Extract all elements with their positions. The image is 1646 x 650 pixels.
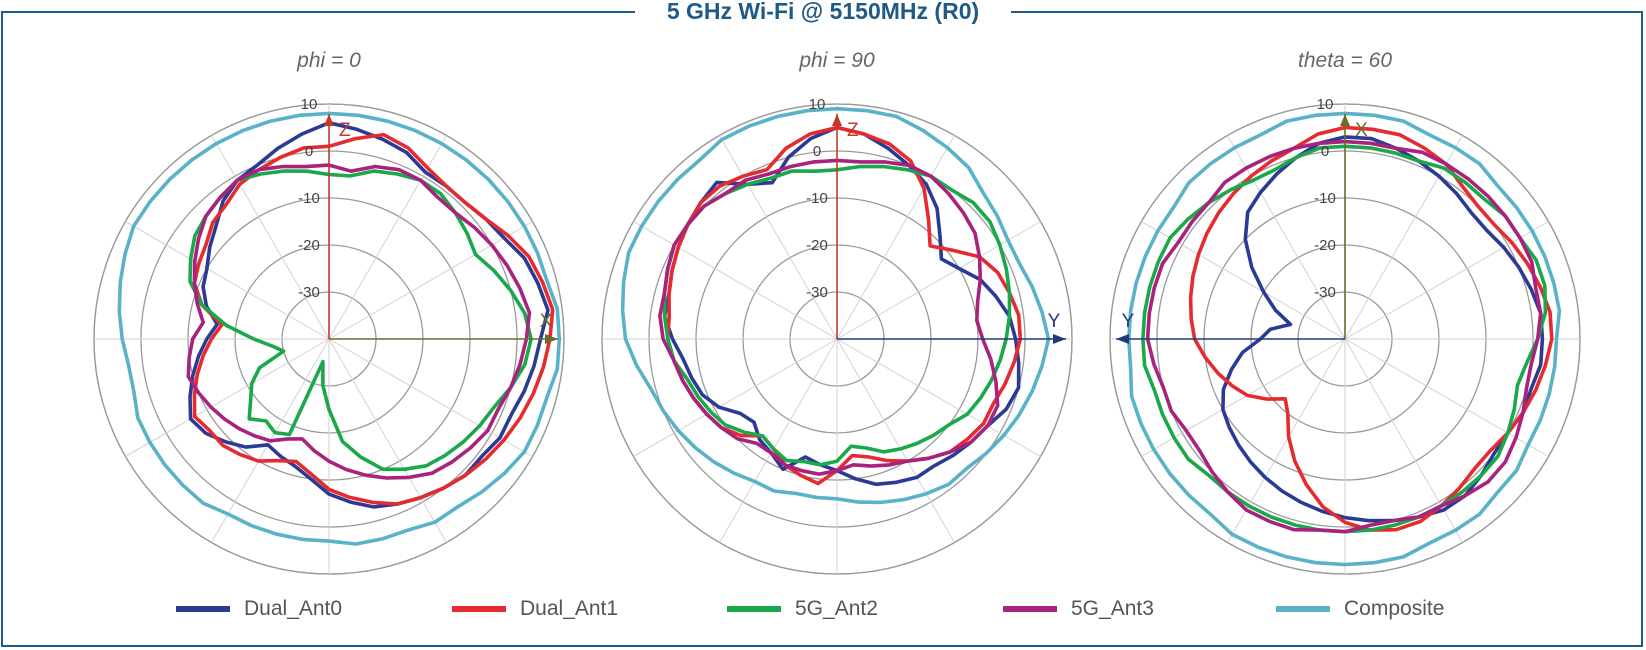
polar-chart-1: phi = 0 Z X 10 0 -10 -20 -30: [93, 49, 565, 575]
legend-label: Dual_Ant0: [244, 597, 343, 620]
r-tick-label: -10: [806, 190, 828, 207]
series-dual-ant0: [188, 121, 550, 509]
legend-label: 5G_Ant3: [1071, 597, 1154, 620]
legend-label: Composite: [1344, 597, 1445, 620]
series-composite: [1127, 111, 1562, 567]
chart-subtitle: theta = 60: [1298, 49, 1392, 72]
axis-up-arrow: [324, 114, 334, 126]
axis-up-label: X: [1355, 120, 1368, 141]
legend-swatch: [727, 606, 781, 612]
r-tick-label: -20: [1314, 237, 1336, 254]
chart-subtitle: phi = 0: [296, 49, 361, 72]
grid-spoke: [1141, 338, 1346, 457]
grid-spoke: [836, 135, 955, 340]
series-5g-ant3: [186, 163, 532, 480]
legend-label: 5G_Ant2: [795, 597, 878, 620]
r-tick-label: -30: [806, 284, 828, 301]
chart-title: 5 GHz Wi-Fi @ 5150MHz (R0): [634, 0, 1012, 24]
grid-spoke: [1344, 135, 1463, 340]
legend-swatch: [176, 606, 230, 612]
axis-side-arrow: [1053, 334, 1066, 344]
axis-up-arrow: [832, 114, 842, 126]
r-tick-label: -20: [298, 237, 320, 254]
axis-side-label: Y: [1122, 311, 1135, 332]
axis-up-label: Z: [847, 120, 859, 141]
axis-up-arrow: [1340, 114, 1350, 126]
series-dual-ant1: [1188, 125, 1554, 532]
legend-label: Dual_Ant1: [520, 597, 619, 620]
series-dual-ant0: [662, 125, 1021, 487]
legend-swatch: [452, 606, 506, 612]
r-tick-label: 0: [813, 143, 821, 160]
r-tick-label: 10: [1317, 96, 1334, 113]
grid-spoke: [1141, 221, 1346, 340]
series-composite: [620, 106, 1051, 505]
grid-spoke: [1344, 338, 1549, 457]
series-5g-ant3: [1145, 139, 1543, 534]
series-composite: [117, 111, 562, 546]
r-tick-label: -20: [806, 237, 828, 254]
r-tick-label: -10: [298, 190, 320, 207]
grid-spoke: [211, 135, 330, 340]
grid-spoke: [836, 338, 955, 543]
legend-swatch: [1003, 606, 1057, 612]
axis-side-label: Y: [1048, 311, 1061, 332]
grid-spoke: [1344, 221, 1549, 340]
r-tick-label: 0: [305, 143, 313, 160]
r-tick-label: -10: [1314, 190, 1336, 207]
legend-item-composite: Composite: [1276, 594, 1444, 624]
grid-spoke: [328, 221, 533, 340]
polar-chart-2: phi = 90 Z Y 10 0 -10 -20 -30: [601, 49, 1073, 575]
grid-spoke: [719, 338, 838, 543]
legend-item-dual-ant0: Dual_Ant0: [176, 594, 342, 624]
r-tick-label: 0: [1321, 143, 1329, 160]
r-tick-label: 10: [809, 96, 826, 113]
series-5g-ant3: [658, 158, 1000, 476]
grid-spoke: [125, 221, 330, 340]
polar-chart-3: theta = 60 X Y 10 0 -10 -20 -30: [1109, 49, 1581, 575]
grid-spoke: [836, 338, 1041, 457]
legend-item-dual-ant1: Dual_Ant1: [452, 594, 618, 624]
chart-title-wrap: 5 GHz Wi-Fi @ 5150MHz (R0): [0, 0, 1646, 24]
legend-item-5g-ant3: 5G_Ant3: [1003, 594, 1154, 624]
axis-side-label: X: [540, 311, 553, 332]
grid-spoke: [633, 221, 838, 340]
series-5g-ant2: [188, 169, 533, 472]
series-dual-ant0: [1221, 135, 1545, 523]
axis-side-arrow: [1116, 334, 1129, 344]
grid-spoke: [719, 135, 838, 340]
grid-spoke: [328, 135, 447, 340]
legend-item-5g-ant2: 5G_Ant2: [727, 594, 878, 624]
legend-swatch: [1276, 606, 1330, 612]
grid-spoke: [328, 338, 447, 543]
series-dual-ant1: [192, 132, 555, 506]
grid-spoke: [1344, 338, 1463, 543]
axis-side-arrow: [545, 334, 558, 344]
grid-spoke: [633, 338, 838, 457]
axis-up-label: Z: [339, 120, 351, 141]
chart-subtitle: phi = 90: [798, 49, 875, 72]
grid-spoke: [125, 338, 330, 457]
r-tick-label: -30: [298, 284, 320, 301]
r-tick-label: -30: [1314, 284, 1336, 301]
r-tick-label: 10: [301, 96, 318, 113]
